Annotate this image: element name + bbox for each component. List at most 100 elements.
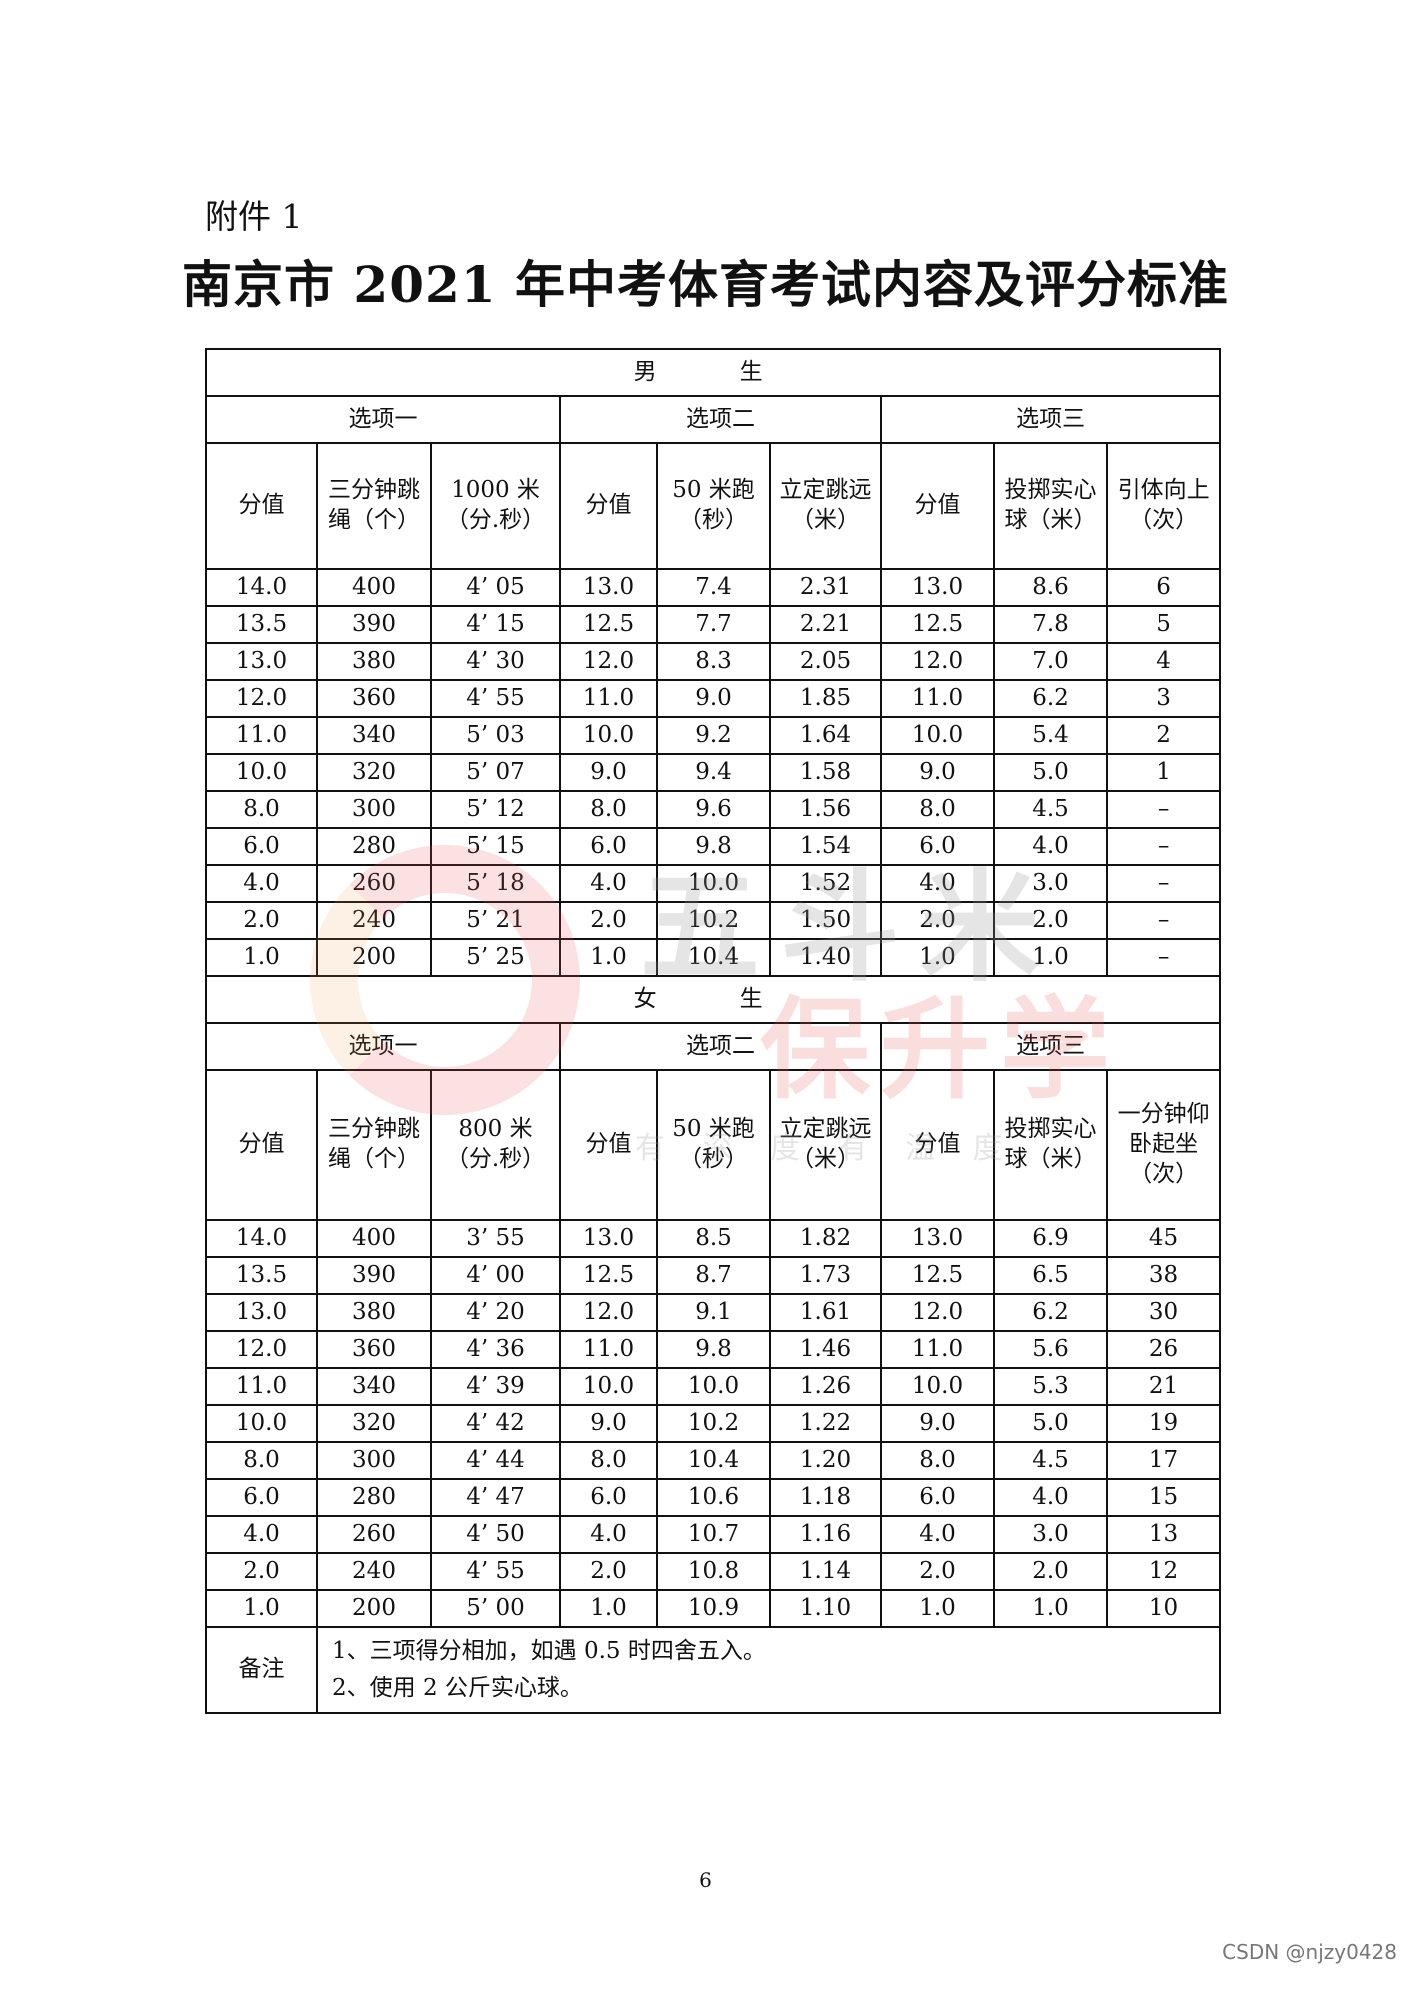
table-cell: 390: [316, 1256, 432, 1295]
notes-label: 备注: [205, 1626, 318, 1714]
column-header: 分值: [205, 1069, 318, 1221]
table-cell: 240: [316, 901, 432, 940]
male-section-title: 男 生: [204, 348, 1222, 397]
table-cell: 7.8: [993, 605, 1108, 644]
table-cell: 4’ 55: [430, 679, 561, 718]
female-options-row: 选项一 选项二 选项三: [205, 1022, 1222, 1071]
table-cell: 12.0: [559, 1293, 658, 1332]
table-cell: 4.5: [993, 790, 1108, 829]
table-cell: 4’ 44: [430, 1441, 561, 1480]
table-cell: 6.9: [993, 1219, 1108, 1258]
table-cell: 4’ 50: [430, 1515, 561, 1554]
table-cell: –: [1105, 827, 1222, 866]
table-cell: 4’ 05: [430, 568, 561, 607]
table-cell: 1.58: [769, 753, 882, 792]
table-cell: 10: [1105, 1589, 1222, 1628]
table-row: 2.0 240 4’ 55 2.0 10.8 1.14 2.0 2.0 12: [205, 1552, 1222, 1591]
table-cell: 30: [1105, 1293, 1222, 1332]
table-cell: 12.5: [559, 1256, 658, 1295]
table-cell: –: [1105, 864, 1222, 903]
table-cell: 8.7: [656, 1256, 771, 1295]
table-cell: 10.6: [656, 1478, 771, 1517]
table-cell: 12.0: [205, 679, 318, 718]
table-row: 13.0 380 4’ 20 12.0 9.1 1.61 12.0 6.2 30: [205, 1293, 1222, 1332]
table-cell: 4’ 47: [430, 1478, 561, 1517]
table-cell: 13.0: [205, 642, 318, 681]
table-cell: 19: [1105, 1404, 1222, 1443]
table-cell: 1.61: [769, 1293, 882, 1332]
table-cell: 4.0: [880, 1515, 995, 1554]
table-cell: 14.0: [205, 1219, 318, 1258]
column-header: 三分钟跳绳（个）: [316, 1069, 432, 1221]
table-cell: 9.0: [880, 1404, 995, 1443]
table-cell: 3.0: [993, 864, 1108, 903]
table-row: 8.0 300 5’ 12 8.0 9.6 1.56 8.0 4.5–: [205, 790, 1222, 829]
notes-text: 1、三项得分相加，如遇 0.5 时四舍五入。 2、使用 2 公斤实心球。: [315, 1626, 1222, 1714]
table-cell: 10.4: [656, 1441, 771, 1480]
table-cell: 12: [1105, 1552, 1222, 1591]
table-cell: 9.8: [656, 1330, 771, 1369]
table-cell: 260: [316, 1515, 432, 1554]
table-cell: 2.0: [880, 901, 995, 940]
table-cell: 280: [316, 827, 432, 866]
table-cell: 4.0: [880, 864, 995, 903]
option-three-header: 选项三: [879, 1022, 1222, 1071]
table-cell: 4’ 20: [430, 1293, 561, 1332]
table-cell: 1.0: [880, 1589, 995, 1628]
table-cell: 1.16: [769, 1515, 882, 1554]
table-cell: 9.1: [656, 1293, 771, 1332]
table-cell: 6.2: [993, 1293, 1108, 1332]
table-cell: 1.73: [769, 1256, 882, 1295]
table-cell: 8.0: [880, 790, 995, 829]
column-header: 立定跳远（米）: [769, 442, 882, 570]
table-cell: 21: [1105, 1367, 1222, 1406]
column-header: 50 米跑（秒）: [656, 442, 771, 570]
option-two-header: 选项二: [559, 395, 882, 444]
table-cell: 10.0: [880, 716, 995, 755]
table-cell: 1.52: [769, 864, 882, 903]
table-cell: 9.0: [656, 679, 771, 718]
table-cell: 10.4: [656, 938, 771, 977]
table-cell: 2.05: [769, 642, 882, 681]
table-cell: 13.0: [880, 1219, 995, 1258]
table-cell: 5’ 21: [430, 901, 561, 940]
table-row: 10.0 320 4’ 42 9.0 10.2 1.22 9.0 5.0 19: [205, 1404, 1222, 1443]
table-cell: 17: [1105, 1441, 1222, 1480]
female-column-header-row: 分值 三分钟跳绳（个） 800 米（分.秒） 分值 50 米跑（秒） 立定跳远（米） 分值投…: [205, 1069, 1222, 1221]
table-cell: 6.0: [559, 827, 658, 866]
table-cell: 12.0: [880, 1293, 995, 1332]
table-row: 1.0 200 5’ 00 1.0 10.9 1.10 1.0 1.0 10: [205, 1589, 1222, 1628]
table-row: 12.0 360 4’ 55 11.0 9.0 1.85 11.0 6.2 3: [205, 679, 1222, 718]
table-cell: 13.5: [205, 1256, 318, 1295]
table-cell: 11.0: [559, 679, 658, 718]
table-cell: 4’ 00: [430, 1256, 561, 1295]
table-row: 11.0 340 4’ 39 10.0 10.0 1.26 10.0 5.3 21: [205, 1367, 1222, 1406]
table-cell: 5.3: [993, 1367, 1108, 1406]
table-cell: 200: [316, 1589, 432, 1628]
table-cell: 6.0: [880, 827, 995, 866]
table-cell: 2.0: [205, 901, 318, 940]
table-cell: 10.0: [656, 864, 771, 903]
table-row: 8.0 300 4’ 44 8.0 10.4 1.20 8.0 4.5 17: [205, 1441, 1222, 1480]
column-header: 800 米（分.秒）: [430, 1069, 561, 1221]
table-cell: 360: [316, 1330, 432, 1369]
table-row: 13.5 390 4’ 00 12.5 8.7 1.73 12.5 6.5 38: [205, 1256, 1222, 1295]
table-cell: 8.6: [993, 568, 1108, 607]
table-cell: 10.0: [880, 1367, 995, 1406]
table-cell: 2.0: [880, 1552, 995, 1591]
table-cell: 1.14: [769, 1552, 882, 1591]
table-cell: 300: [316, 1441, 432, 1480]
note-line: 2、使用 2 公斤实心球。: [332, 1675, 583, 1701]
table-cell: 9.0: [559, 1404, 658, 1443]
table-cell: 10.0: [205, 1404, 318, 1443]
table-cell: 10.0: [656, 1367, 771, 1406]
table-cell: 26: [1105, 1330, 1222, 1369]
table-row: 4.0 260 4’ 50 4.0 10.7 1.16 4.0 3.0 13: [205, 1515, 1222, 1554]
table-cell: 2.21: [769, 605, 882, 644]
table-cell: 45: [1105, 1219, 1222, 1258]
table-cell: 9.6: [656, 790, 771, 829]
table-cell: 13.0: [559, 1219, 658, 1258]
table-cell: 4’ 36: [430, 1330, 561, 1369]
table-cell: 2.0: [993, 901, 1108, 940]
table-cell: 340: [316, 1367, 432, 1406]
